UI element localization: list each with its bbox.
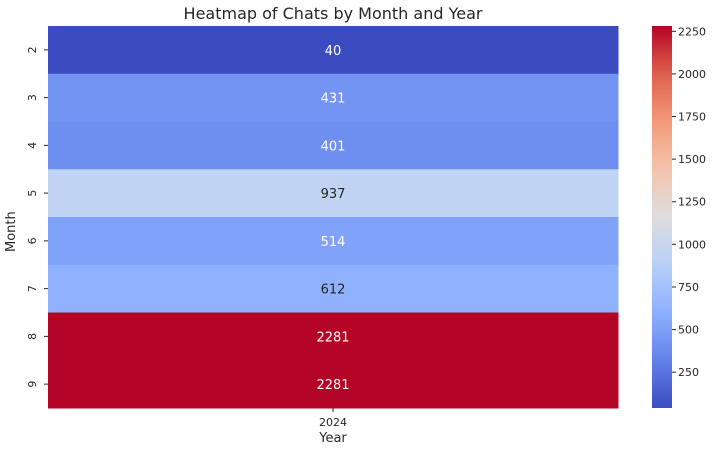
colorbar-tick-label: 250 [678,366,699,379]
cell-value-label: 401 [321,139,346,154]
colorbar-tick-label: 750 [678,281,699,294]
y-tick-label: 8 [26,333,39,340]
chart-title: Heatmap of Chats by Month and Year [183,4,483,23]
colorbar-tick-label: 1250 [678,196,706,209]
colorbar-tick-label: 1500 [678,153,706,166]
colorbar-tick-label: 1750 [678,111,706,124]
heatmap-cell [48,26,619,75]
heatmap-cell [48,169,619,218]
y-tick-label: 5 [26,190,39,197]
cell-value-label: 937 [321,187,346,202]
heatmap-cell [48,360,619,409]
heatmap-cell [48,217,619,266]
y-tick-label: 7 [26,285,39,292]
x-tick-label: 2024 [319,416,347,429]
colorbar-tick-label: 1000 [678,238,706,251]
heatmap-cell [48,73,619,122]
heatmap-cell [48,312,619,361]
y-tick-label: 6 [26,237,39,244]
x-axis-label: Year [319,431,347,446]
colorbar-tick-label: 2250 [678,25,706,38]
colorbar-tick-label: 2000 [678,68,706,81]
y-tick-label: 9 [26,381,39,388]
cell-value-label: 612 [321,283,346,298]
cell-value-label: 2281 [316,378,349,393]
colorbar-tick-label: 500 [678,324,699,337]
cell-value-label: 514 [321,235,346,250]
cell-value-label: 2281 [316,330,349,345]
heatmap-cell [48,121,619,170]
cell-value-label: 431 [321,92,346,107]
y-tick-label: 3 [26,94,39,101]
y-tick-label: 4 [26,142,39,149]
y-axis-label: Month [4,211,19,252]
colorbar [652,26,672,408]
y-tick-label: 2 [26,46,39,53]
heatmap-cell [48,264,619,313]
cell-value-label: 40 [325,44,342,59]
